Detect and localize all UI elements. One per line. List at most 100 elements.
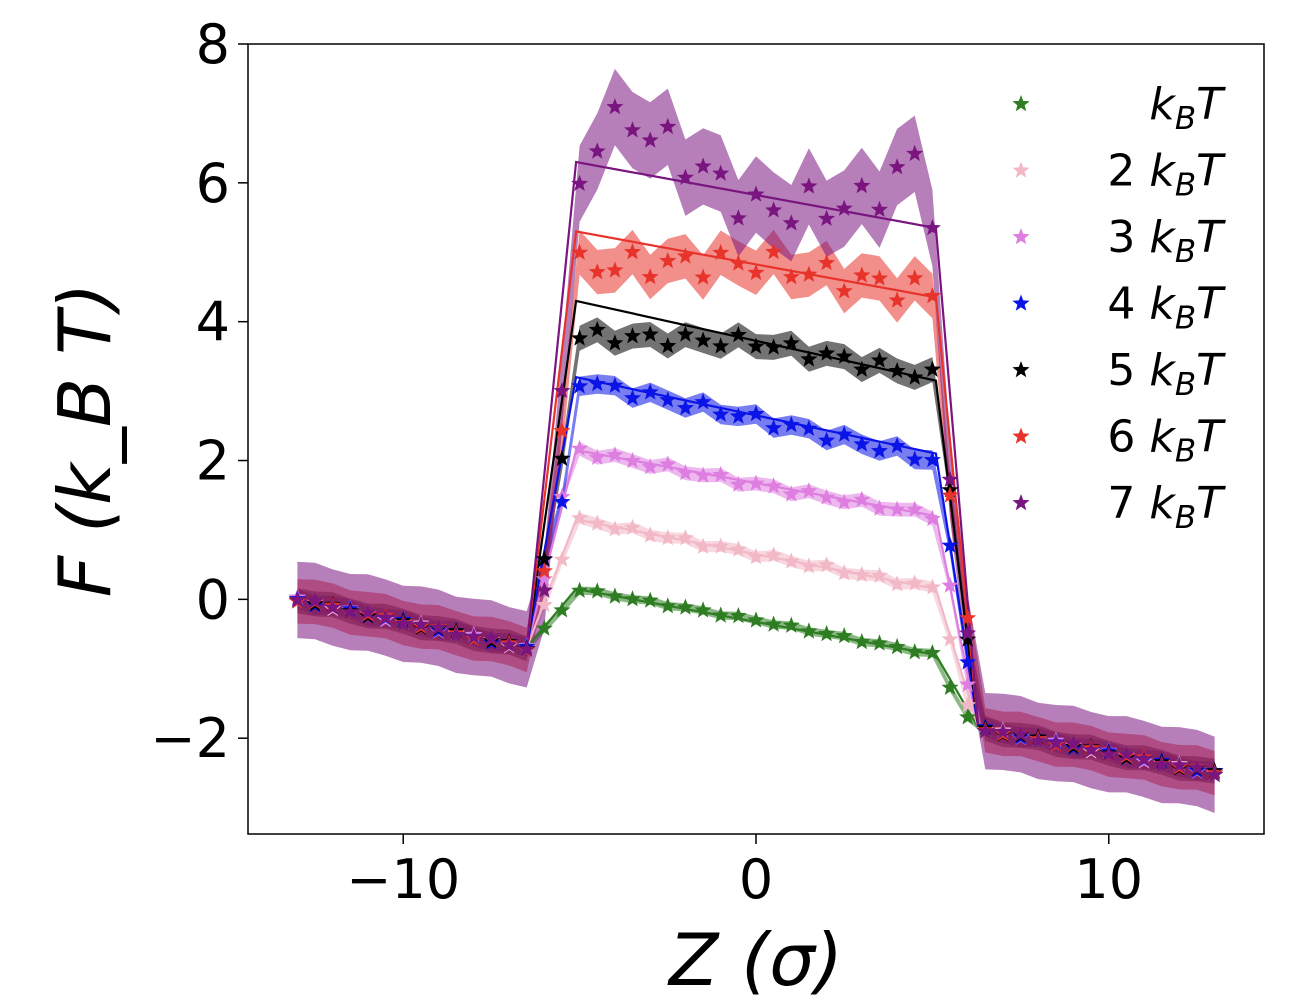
error-band bbox=[297, 68, 1215, 813]
data-point bbox=[818, 344, 836, 361]
data-point bbox=[941, 536, 959, 553]
data-point bbox=[800, 622, 818, 639]
data-point bbox=[765, 419, 783, 436]
x-axis-ticks: −10 0 10 bbox=[346, 834, 1143, 911]
data-point bbox=[588, 375, 606, 392]
data-point bbox=[959, 708, 977, 725]
data-point bbox=[641, 325, 659, 342]
data-point bbox=[535, 570, 553, 587]
data-point bbox=[553, 382, 571, 399]
x-axis-label: Z (σ) bbox=[667, 918, 843, 1002]
data-point bbox=[782, 268, 800, 285]
data-point bbox=[747, 611, 765, 628]
data-point bbox=[835, 199, 853, 216]
data-point bbox=[694, 466, 712, 483]
data-point bbox=[906, 269, 924, 286]
data-point bbox=[747, 547, 765, 565]
data-point bbox=[888, 637, 906, 655]
data-point bbox=[853, 565, 871, 583]
data-point bbox=[1029, 732, 1047, 749]
data-point bbox=[994, 722, 1012, 740]
data-point bbox=[641, 268, 659, 285]
legend-label: 4 kBT bbox=[1107, 279, 1226, 337]
data-point bbox=[765, 546, 783, 563]
data-point bbox=[659, 251, 677, 269]
data-point bbox=[959, 675, 977, 692]
data-point bbox=[959, 696, 977, 713]
data-point bbox=[553, 493, 571, 510]
data-point bbox=[906, 450, 924, 467]
data-point bbox=[870, 269, 888, 286]
legend-label: kBT bbox=[1149, 79, 1226, 137]
data-point bbox=[606, 520, 624, 537]
data-point bbox=[800, 557, 818, 574]
data-point bbox=[765, 338, 783, 355]
data-point bbox=[906, 574, 924, 591]
y-tick-label: 2 bbox=[196, 430, 230, 493]
legend-label: 2 kBT bbox=[1107, 146, 1226, 204]
legend-label: 5 kBT bbox=[1107, 345, 1226, 403]
data-point bbox=[553, 601, 571, 618]
data-point bbox=[694, 157, 712, 174]
data-point bbox=[359, 603, 377, 620]
data-point bbox=[676, 325, 694, 342]
data-point bbox=[818, 209, 836, 226]
data-point bbox=[729, 325, 747, 343]
y-tick-label: 8 bbox=[196, 13, 230, 76]
data-point bbox=[606, 334, 624, 351]
data-point bbox=[1170, 756, 1188, 773]
legend-marker bbox=[1012, 161, 1030, 178]
data-point bbox=[1047, 734, 1065, 751]
data-point bbox=[835, 425, 853, 442]
x-tick-label: 10 bbox=[1074, 848, 1143, 911]
data-point bbox=[694, 393, 712, 410]
data-point bbox=[571, 439, 589, 456]
data-point bbox=[676, 464, 694, 481]
data-point bbox=[571, 243, 589, 260]
data-point bbox=[482, 629, 500, 646]
legend-marker bbox=[1012, 294, 1030, 311]
data-point bbox=[765, 201, 783, 218]
data-point bbox=[712, 337, 730, 354]
data-point bbox=[782, 334, 800, 351]
data-point bbox=[941, 486, 959, 503]
data-point bbox=[923, 287, 941, 304]
data-point bbox=[394, 614, 412, 632]
data-point bbox=[729, 407, 747, 424]
data-point bbox=[747, 405, 765, 422]
y-axis-label: F (k_B T) bbox=[43, 283, 127, 597]
data-point bbox=[641, 383, 659, 400]
data-point bbox=[659, 337, 677, 354]
data-point bbox=[818, 488, 836, 505]
data-point bbox=[641, 591, 659, 608]
data-point bbox=[888, 575, 906, 592]
data-point bbox=[641, 526, 659, 543]
data-point bbox=[553, 421, 571, 439]
data-point bbox=[588, 514, 606, 531]
data-point bbox=[835, 347, 853, 364]
data-point bbox=[870, 200, 888, 217]
data-point bbox=[1206, 765, 1224, 783]
data-point bbox=[835, 493, 853, 510]
y-tick-label: 6 bbox=[196, 152, 230, 215]
data-point bbox=[659, 597, 677, 614]
data-point bbox=[588, 448, 606, 465]
data-point bbox=[800, 177, 818, 194]
data-point bbox=[782, 616, 800, 633]
data-point bbox=[888, 437, 906, 454]
data-point bbox=[571, 174, 589, 191]
data-point bbox=[676, 399, 694, 416]
data-point bbox=[818, 254, 836, 271]
data-point bbox=[712, 405, 730, 422]
data-point bbox=[676, 168, 694, 185]
data-point bbox=[870, 442, 888, 459]
data-point bbox=[729, 540, 747, 557]
data-point bbox=[694, 601, 712, 618]
data-point bbox=[676, 247, 694, 264]
data-point bbox=[624, 243, 642, 260]
data-point bbox=[729, 607, 747, 624]
data-point bbox=[976, 722, 994, 739]
data-point bbox=[659, 529, 677, 546]
data-point bbox=[306, 592, 324, 609]
data-point bbox=[659, 455, 677, 472]
